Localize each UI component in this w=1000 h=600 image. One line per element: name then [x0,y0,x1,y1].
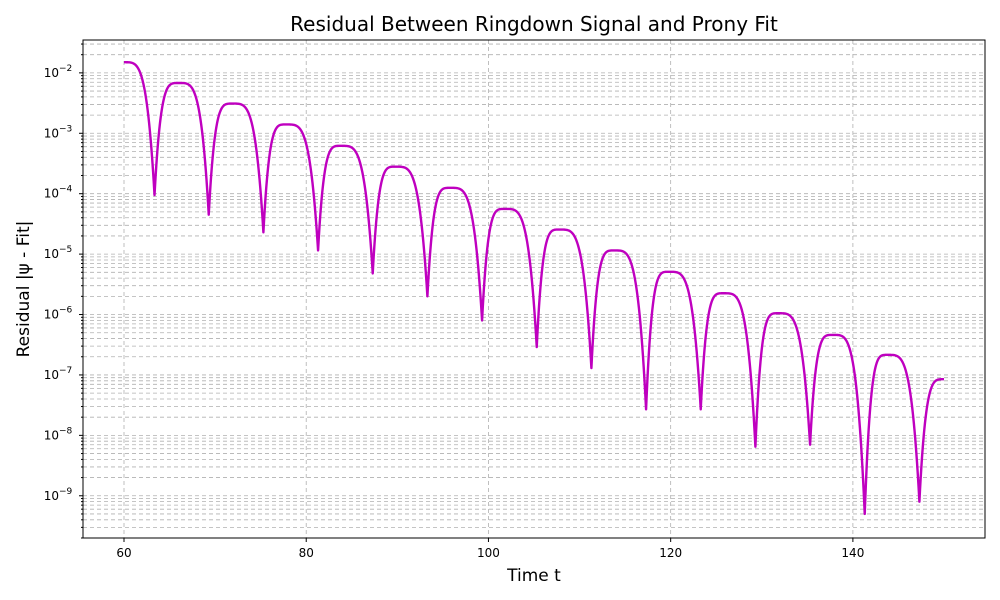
y-tick-exponent: −8 [59,426,73,436]
y-tick-label: 10 [44,66,59,80]
y-tick-label: 10 [44,247,59,261]
x-axis-label: Time t [506,566,561,586]
y-tick-exponent: −7 [59,366,72,376]
x-tick-label: 60 [116,546,131,560]
residual-series-line [123,61,945,516]
y-tick-label: 10 [44,368,59,382]
y-tick-exponent: −2 [59,64,72,74]
y-axis-ticks: 10−910−810−710−610−510−410−310−2 [44,43,83,539]
chart-title: Residual Between Ringdown Signal and Pro… [290,12,778,36]
y-tick-exponent: −9 [59,487,73,497]
y-tick-label: 10 [44,126,59,140]
y-tick-exponent: −5 [59,245,72,255]
x-tick-label: 80 [299,546,314,560]
y-tick-label: 10 [44,187,59,201]
y-tick-exponent: −3 [59,124,72,134]
y-axis-label: Residual |ψ - Fit| [14,221,34,358]
plot-frame [82,39,986,539]
x-axis-ticks: 60 80 100 120 140 [116,538,864,560]
y-tick-label: 10 [44,308,59,322]
y-tick-exponent: −6 [59,306,73,316]
x-tick-label: 120 [659,546,682,560]
y-tick-label: 10 [44,489,59,503]
y-tick-exponent: −4 [59,185,73,195]
x-tick-label: 100 [477,546,500,560]
x-tick-label: 140 [841,546,864,560]
y-tick-label: 10 [44,428,59,442]
